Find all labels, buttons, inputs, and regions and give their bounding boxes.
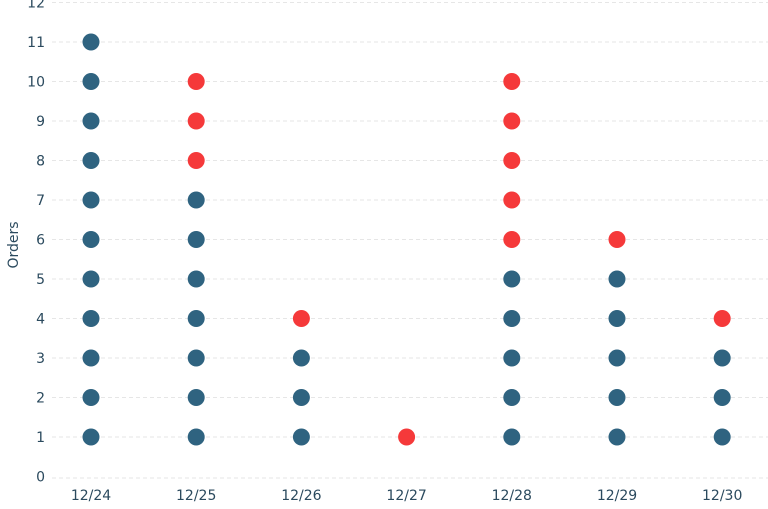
- data-point[interactable]: [608, 270, 626, 288]
- data-point[interactable]: [82, 112, 100, 130]
- x-tick-label: 12/24: [71, 488, 111, 504]
- data-point[interactable]: [292, 389, 310, 406]
- data-point[interactable]: [187, 112, 205, 130]
- data-point[interactable]: [503, 349, 521, 367]
- data-point[interactable]: [503, 73, 521, 90]
- data-point[interactable]: [82, 349, 100, 367]
- x-tick-label: 12/26: [281, 488, 321, 504]
- data-point[interactable]: [82, 231, 100, 248]
- data-point[interactable]: [82, 73, 100, 90]
- y-tick-label: 10: [27, 75, 45, 91]
- data-point[interactable]: [82, 428, 100, 446]
- data-point[interactable]: [713, 428, 731, 446]
- data-point[interactable]: [608, 389, 626, 406]
- data-point[interactable]: [82, 389, 100, 406]
- y-tick-label: 0: [36, 470, 45, 486]
- y-tick-label: 11: [27, 35, 45, 51]
- data-point[interactable]: [187, 270, 205, 288]
- data-point[interactable]: [187, 389, 205, 406]
- data-point[interactable]: [187, 231, 205, 248]
- data-point[interactable]: [608, 349, 626, 367]
- data-point[interactable]: [503, 231, 521, 248]
- data-point[interactable]: [82, 33, 100, 51]
- data-point[interactable]: [82, 191, 100, 209]
- y-tick-label: 9: [36, 114, 45, 130]
- data-point[interactable]: [608, 231, 626, 248]
- data-point[interactable]: [503, 389, 521, 406]
- x-tick-label: 12/28: [492, 488, 532, 504]
- y-tick-label: 8: [36, 154, 45, 170]
- data-point[interactable]: [503, 270, 521, 288]
- data-point[interactable]: [187, 73, 205, 90]
- y-tick-label: 1: [36, 430, 45, 446]
- data-point[interactable]: [713, 389, 731, 406]
- data-point[interactable]: [292, 349, 310, 367]
- data-point[interactable]: [82, 270, 100, 288]
- data-point[interactable]: [82, 310, 100, 327]
- data-point[interactable]: [398, 428, 416, 446]
- data-point[interactable]: [82, 152, 100, 169]
- data-point[interactable]: [713, 349, 731, 367]
- y-tick-label: 5: [36, 272, 45, 288]
- x-axis: 12/24 12/25 12/26 12/27 12/28 12/29 12/30: [71, 488, 743, 504]
- y-tick-label: 7: [36, 193, 45, 209]
- y-tick-label: 2: [36, 391, 45, 407]
- data-point[interactable]: [187, 349, 205, 367]
- x-tick-label: 12/25: [176, 488, 216, 504]
- data-point[interactable]: [608, 428, 626, 446]
- data-point[interactable]: [187, 191, 205, 209]
- gridlines: [52, 2, 768, 479]
- plot-area: [82, 33, 731, 446]
- data-point[interactable]: [187, 428, 205, 446]
- y-axis-label: Orders: [6, 221, 22, 268]
- data-point[interactable]: [503, 191, 521, 209]
- x-tick-label: 12/30: [702, 488, 742, 504]
- data-point[interactable]: [292, 428, 310, 446]
- data-point[interactable]: [503, 428, 521, 446]
- data-point[interactable]: [608, 310, 626, 327]
- x-tick-label: 12/29: [597, 488, 637, 504]
- y-tick-label: 3: [36, 351, 45, 367]
- data-point[interactable]: [187, 152, 205, 169]
- data-point[interactable]: [292, 310, 310, 327]
- y-tick-label: 4: [36, 312, 45, 328]
- y-tick-label: 6: [36, 233, 45, 249]
- x-tick-label: 12/27: [386, 488, 426, 504]
- y-tick-label: 12: [27, 0, 45, 12]
- data-point[interactable]: [187, 310, 205, 327]
- data-point[interactable]: [713, 310, 731, 327]
- data-point[interactable]: [503, 152, 521, 169]
- data-point[interactable]: [503, 310, 521, 327]
- data-point[interactable]: [503, 112, 521, 130]
